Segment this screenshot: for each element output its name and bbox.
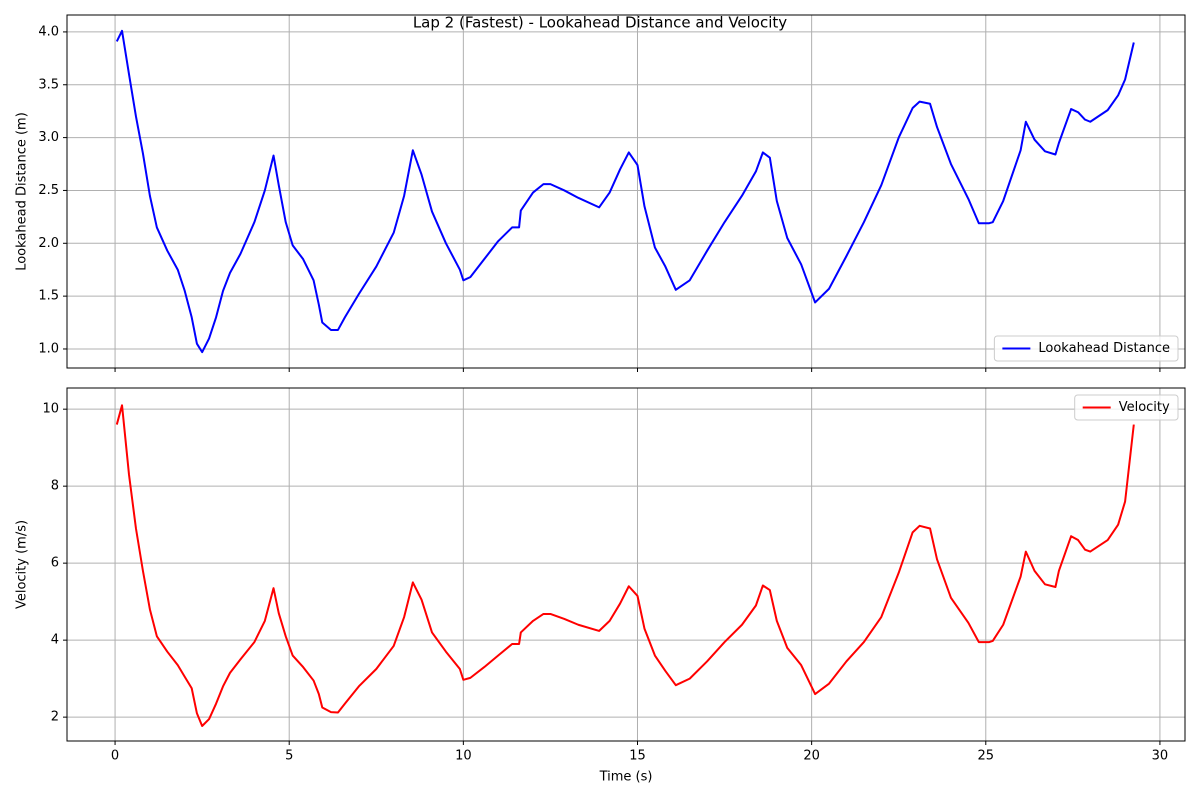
plot-area [67,388,1185,741]
x-tick-label: 5 [285,749,293,764]
axes-frame [66,387,1186,742]
y-tick-label: 3.0 [38,130,59,145]
y-tick-label: 1.0 [38,341,59,356]
x-tick-label: 30 [1152,749,1169,764]
legend-box [993,335,1179,362]
plot-area [67,15,1185,368]
y-tick-label: 2.0 [38,236,59,251]
figure-title: Lap 2 (Fastest) - Lookahead Distance and… [413,14,787,32]
axes: 1.0 1.5 2.0 2.5 3.0 3.5 4.0 Lookahead Distance … [15,14,1186,372]
legend: Velocity [1074,394,1179,421]
y-tick-label: 3.5 [38,77,59,92]
y-tick-label: 4 [51,633,59,648]
x-tick-label: 10 [455,749,472,764]
y-tick-label: 6 [51,556,59,571]
x-tick-label: 25 [978,749,995,764]
y-axis-label: Lookahead Distance (m) [15,112,30,271]
y-tick-label: 2.5 [38,183,59,198]
legend-box [1074,394,1179,421]
data-line [115,29,1135,354]
axes-frame [66,14,1186,369]
x-axis-label: Time (s) [599,770,653,785]
y-tick-label: 10 [42,402,59,417]
x-tick-label: 15 [629,749,646,764]
y-tick-label: 8 [51,479,59,494]
x-tick-label: 0 [111,749,119,764]
data-line [115,404,1135,727]
legend-label: Velocity [1119,400,1170,415]
legend: Lookahead Distance [993,335,1179,362]
y-tick-label: 1.5 [38,289,59,304]
x-tick-label: 20 [803,749,820,764]
axes: 0 5 10 15 20 25 30 2 4 6 8 10 Velocity (m/s) Time (s)… [15,387,1186,785]
legend-label: Lookahead Distance [1038,341,1170,356]
y-tick-label: 4.0 [38,24,59,39]
y-axis-label: Velocity (m/s) [15,520,30,609]
y-tick-label: 2 [51,710,59,725]
